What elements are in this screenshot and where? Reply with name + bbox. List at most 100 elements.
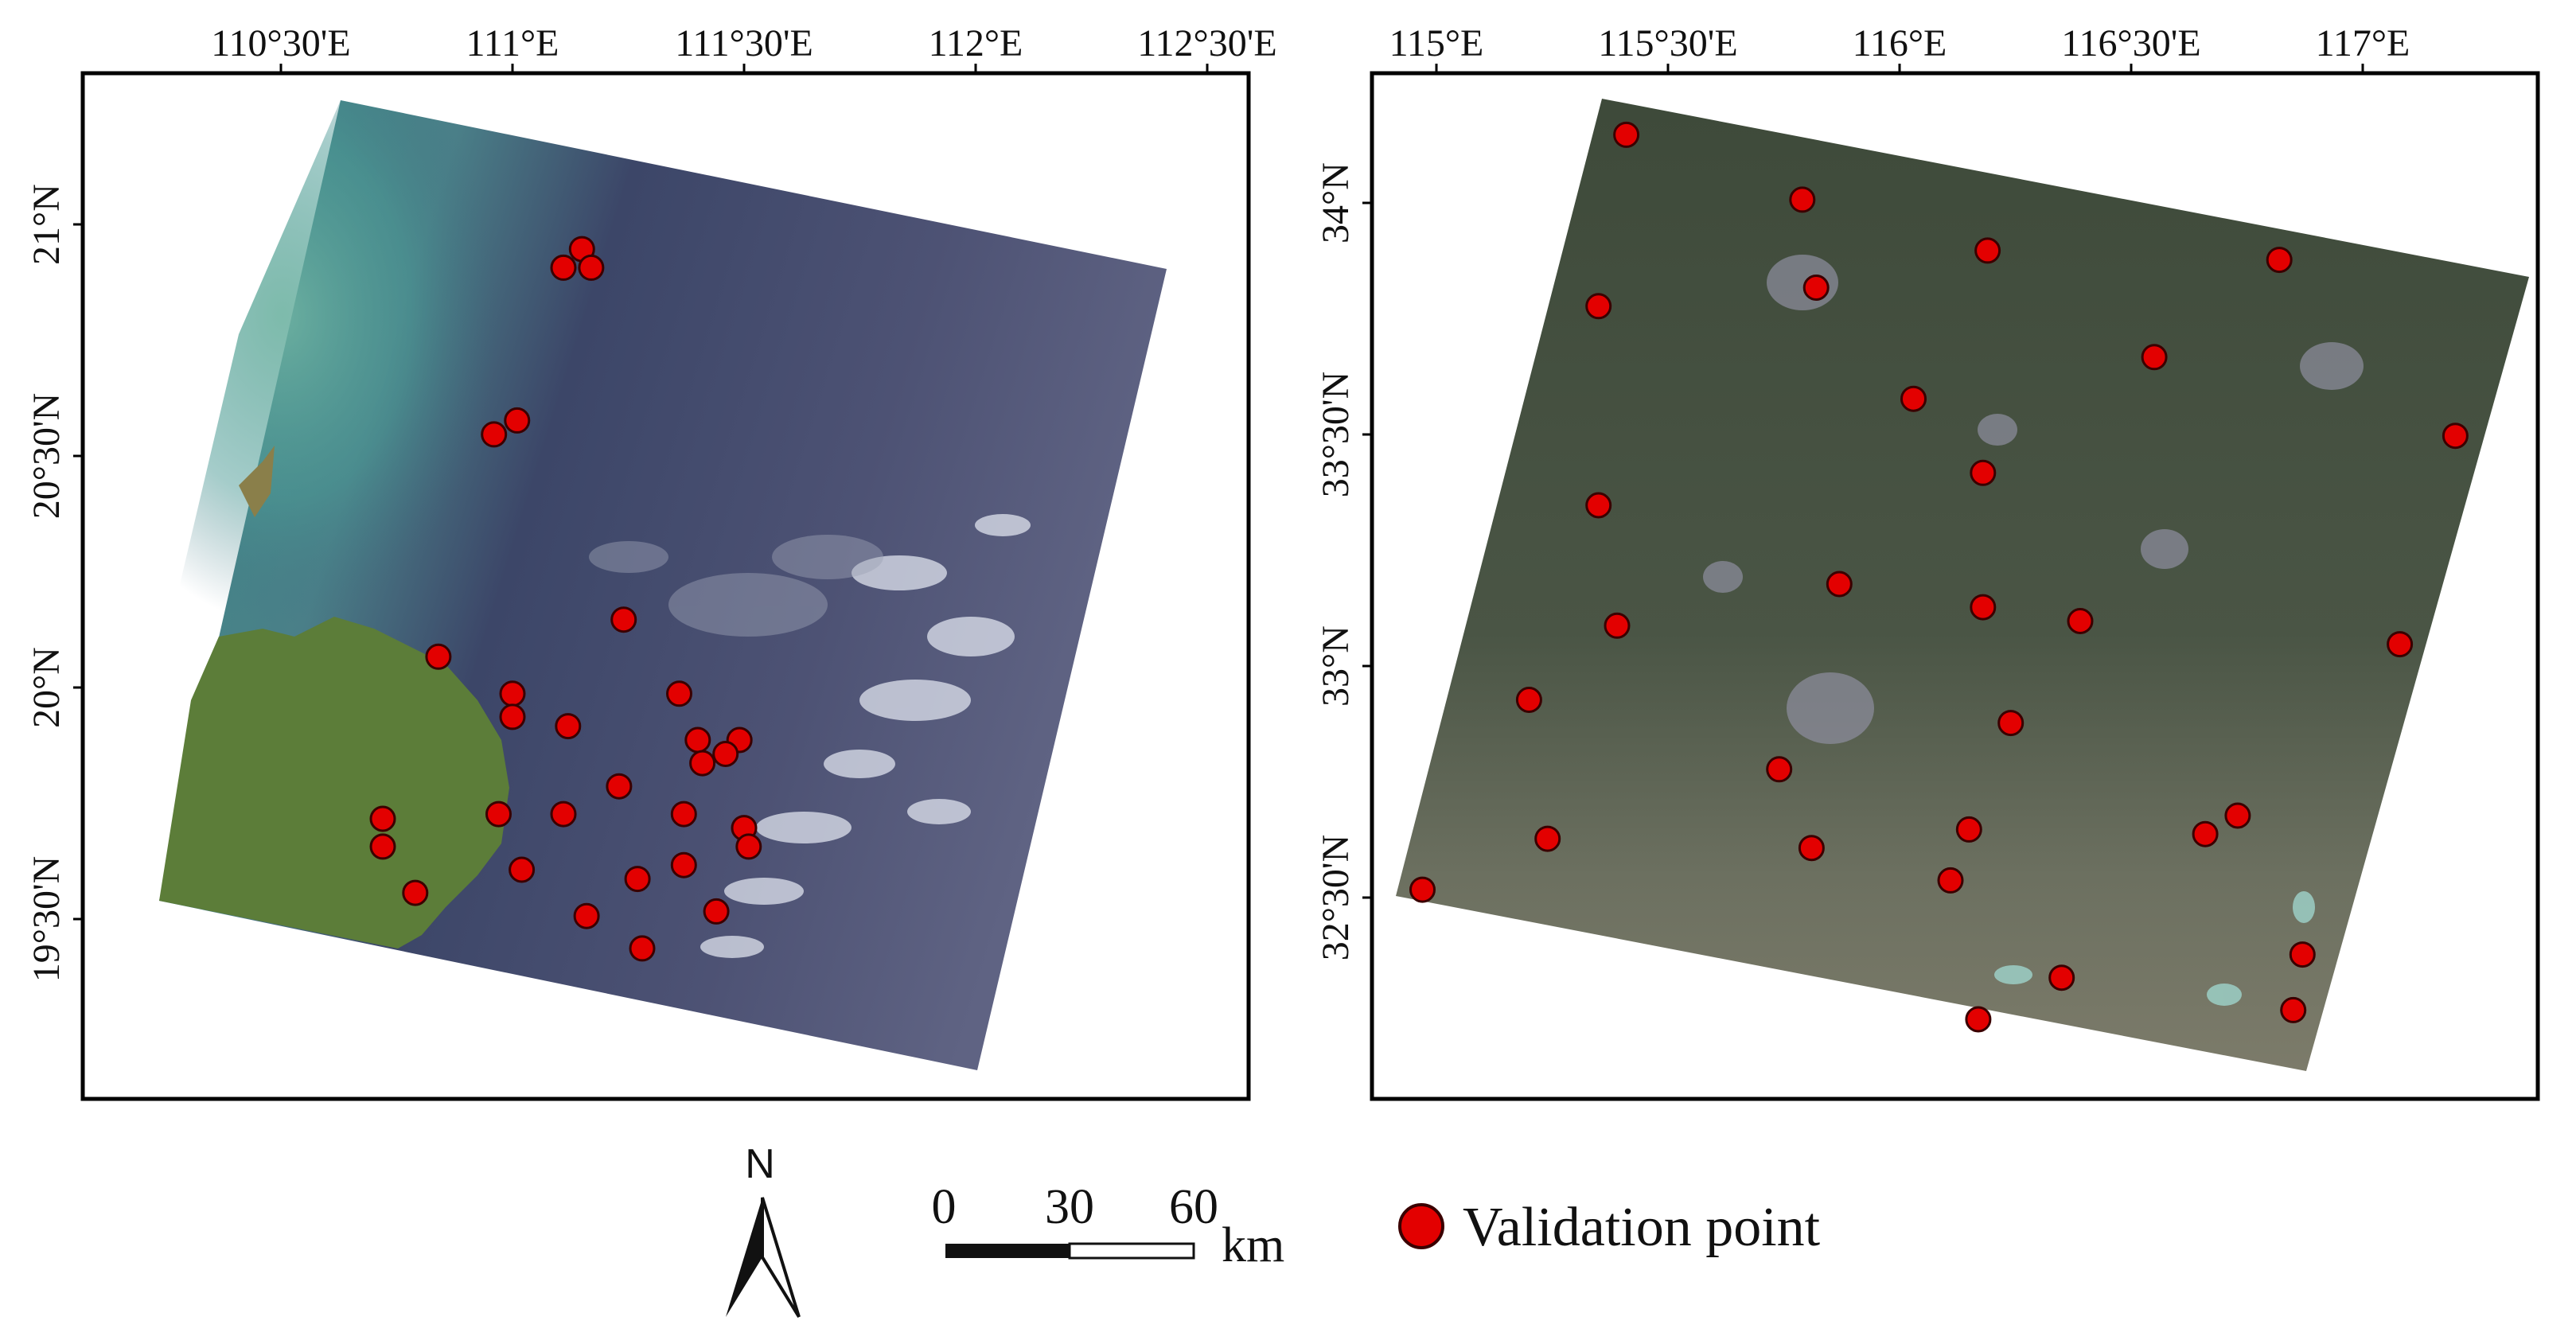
right-validation-point [2280, 996, 2307, 1023]
north-arrow-right-half [761, 1197, 801, 1319]
left-cloud-field [700, 514, 1031, 958]
right-validation-point [1970, 594, 1997, 621]
right-validation-point [1585, 293, 1612, 320]
right-validation-point [1789, 186, 1816, 213]
right-lakes [1994, 891, 2315, 1006]
left-validation-point [606, 773, 633, 800]
legend-marker [1398, 1203, 1444, 1249]
left-top-tick-labels: 110°30'E 111°E 111°30'E 112°E 112°30'E [211, 22, 1277, 73]
left-validation-point [670, 851, 697, 878]
north-arrow-left-half [726, 1198, 762, 1317]
legend: Validation point [1398, 1197, 1821, 1258]
left-validation-point [369, 805, 396, 832]
scale-label-60: 60 [1169, 1180, 1218, 1234]
left-validation-point [499, 703, 526, 730]
left-validation-point [666, 680, 692, 707]
right-validation-point [1997, 710, 2025, 737]
left-hainan-land [159, 617, 509, 949]
left-validation-point [485, 800, 512, 828]
right-top-tick-labels: 115°E 115°30'E 116°E 116°30'E 117°E [1389, 22, 2410, 73]
right-validation-point [2387, 631, 2414, 658]
right-map: 115°E 115°30'E 116°E 116°30'E 117°E 34°N 33°3… [1315, 22, 2540, 1101]
left-top-tick-label: 112°E [929, 22, 1023, 64]
right-validation-points [1409, 121, 2469, 1033]
right-validation-point [1613, 121, 1640, 148]
right-top-tick-label: 115°E [1389, 22, 1484, 64]
right-side-tick-label: 32°30'N [1315, 835, 1357, 961]
left-validation-point [499, 680, 526, 707]
right-validation-point [1900, 385, 1927, 412]
left-side-tick-labels: 21°N 20°30'N 20°N 19°30'N [25, 184, 83, 982]
scale-bar-open-segment [1068, 1242, 1195, 1260]
left-validation-point [578, 254, 605, 281]
right-side-tick-labels: 34°N 33°30'N 33°N 32°30'N [1315, 162, 1372, 960]
right-validation-point [1970, 459, 1997, 486]
right-validation-point [2067, 608, 2094, 634]
left-top-tick-label: 111°E [466, 22, 559, 64]
right-validation-point [1965, 1006, 1992, 1033]
right-validation-point [1604, 612, 1631, 639]
right-validation-point [2289, 941, 2316, 968]
north-arrow-letter: N [745, 1141, 775, 1187]
left-validation-point [684, 726, 711, 754]
right-validation-point [1409, 876, 1436, 903]
left-validation-point [481, 421, 508, 448]
right-validation-point [2224, 802, 2251, 829]
left-top-tick-label: 112°30'E [1137, 22, 1276, 64]
left-leizhou-land [239, 446, 275, 517]
right-validation-point [1802, 275, 1830, 301]
left-validation-point [735, 833, 762, 860]
right-top-tick-label: 115°30'E [1598, 22, 1737, 64]
left-validation-point [550, 800, 577, 828]
left-haze [589, 535, 883, 637]
left-validation-point [712, 741, 739, 767]
right-top-tick-label: 116°30'E [2061, 22, 2200, 64]
right-side-tick-label: 34°N [1315, 162, 1357, 243]
left-top-tick-label: 110°30'E [211, 22, 350, 64]
right-validation-point [1826, 571, 1853, 598]
right-validation-point [1534, 825, 1561, 852]
right-validation-point [2048, 964, 2075, 991]
left-validation-point [689, 750, 716, 777]
left-map: 110°30'E 111°E 111°30'E 112°E 112°30'E 21°N2… [25, 22, 1277, 1101]
right-satellite-scene [1396, 99, 2529, 1071]
right-validation-point [2141, 344, 2168, 371]
right-side-tick-label: 33°N [1315, 625, 1357, 707]
left-validation-point [504, 407, 531, 434]
left-validation-point [425, 643, 452, 670]
left-validation-point [624, 866, 651, 893]
right-validation-point [1937, 867, 1964, 894]
right-validation-point [1798, 835, 1825, 862]
right-side-tick-label: 33°30'N [1315, 372, 1357, 498]
left-validation-point [610, 606, 637, 633]
right-validation-point [1974, 237, 2001, 264]
left-validation-point [629, 935, 656, 962]
scale-label-0: 0 [932, 1180, 957, 1234]
left-turbid-water [175, 100, 605, 716]
left-validation-point [703, 898, 730, 925]
left-validation-point [670, 800, 697, 828]
scale-unit: km [1222, 1218, 1284, 1272]
scale-label-30: 30 [1045, 1180, 1094, 1234]
right-validation-point [2442, 423, 2469, 450]
left-validation-points [369, 236, 762, 962]
legend-label: Validation point [1463, 1197, 1821, 1258]
left-validation-point [402, 879, 429, 906]
left-side-tick-label: 19°30'N [25, 856, 68, 983]
left-validation-point [369, 833, 396, 860]
right-validation-point [1955, 816, 1982, 843]
right-validation-point [1585, 492, 1612, 519]
left-side-tick-label: 20°N [25, 647, 68, 728]
right-top-tick-label: 116°E [1853, 22, 1947, 64]
north-arrow: N [726, 1141, 801, 1319]
right-urban-areas [1703, 255, 2364, 744]
left-validation-point [509, 856, 536, 883]
right-validation-point [2266, 247, 2293, 274]
left-side-tick-label: 20°30'N [25, 393, 68, 520]
right-validation-point [1515, 687, 1542, 713]
left-validation-point [550, 254, 577, 281]
left-validation-point [555, 713, 582, 740]
scale-bar: 0 30 60 km [932, 1180, 1285, 1272]
left-top-tick-label: 111°30'E [675, 22, 813, 64]
